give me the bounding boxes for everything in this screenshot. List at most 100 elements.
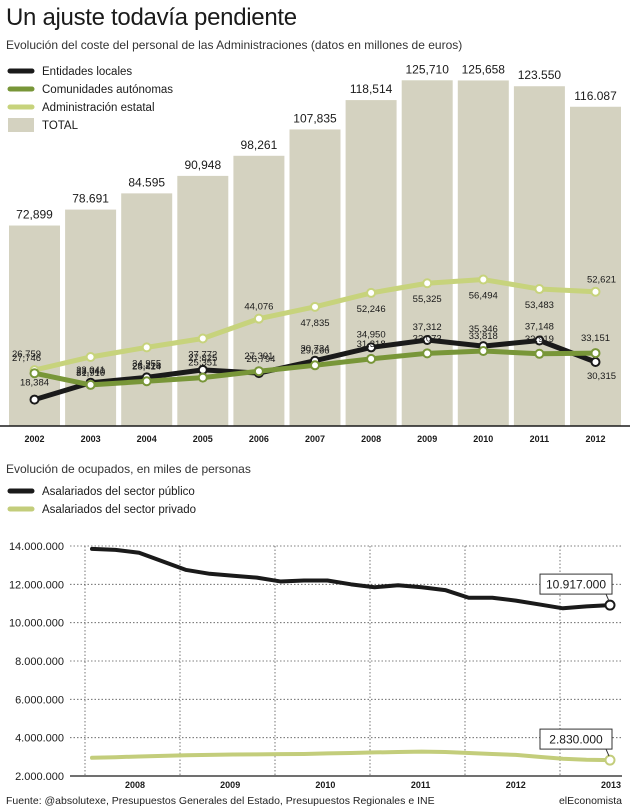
series-data-label: 47,835 (300, 318, 329, 329)
x-tick-label: 2002 (24, 434, 44, 444)
series-point (197, 333, 208, 344)
total-bar-label: 98,261 (241, 138, 278, 152)
x-tick-label: 2010 (473, 434, 493, 444)
x-tick-label: 2011 (530, 434, 550, 444)
series-data-label: 34,955 (132, 358, 161, 369)
series-data-label: 35,346 (469, 324, 498, 335)
series-data-label: 31,318 (357, 339, 386, 350)
series-point (85, 351, 96, 362)
series-point (141, 376, 152, 387)
total-bar-label: 78.691 (72, 192, 109, 206)
series-data-label: 31,910 (76, 368, 105, 379)
y-tick-label: 12.000.000 (9, 579, 64, 591)
series-end-point (604, 754, 616, 766)
total-bar-label: 107,835 (293, 111, 337, 125)
series-point (141, 342, 152, 353)
series-data-label: 44,076 (244, 302, 273, 313)
series-point (422, 334, 433, 345)
chart-subtitle: Evolución del coste del personal de las … (6, 38, 463, 52)
series-data-label: 37,312 (413, 322, 442, 333)
y-tick-label: 10.000.000 (9, 618, 64, 630)
employment-chart: Asalariados del sector público Asalariado… (7, 486, 622, 790)
legend-label: Comunidades autónomas (42, 84, 173, 96)
x-tick-label: 2009 (220, 780, 240, 790)
end-label-leader (605, 593, 610, 602)
total-bar (121, 193, 173, 426)
series-point (29, 394, 40, 405)
legend-label: Entidades locales (42, 66, 132, 78)
total-bar-label: 123.550 (518, 68, 562, 82)
series-data-label: 56,494 (469, 291, 498, 302)
series-data-label: 37,772 (188, 350, 217, 361)
series-point (534, 348, 545, 359)
series-data-label: 37,148 (525, 321, 554, 332)
legend-label: Asalariados del sector público (42, 486, 195, 498)
series-data-label: 33,073 (413, 333, 442, 344)
end-label-box (539, 573, 613, 595)
y-tick-label: 2.000.000 (15, 771, 64, 783)
series-data-label: 27,746 (12, 353, 41, 364)
y-tick-label: 4.000.000 (15, 733, 64, 745)
series-data-label: 27,391 (244, 351, 273, 362)
brand-label: elEconomista (558, 795, 622, 807)
employment-subtitle: Evolución de ocupados, en miles de perso… (6, 462, 251, 476)
total-bar (457, 80, 509, 427)
end-label: 10.917.000 (546, 578, 606, 592)
series-line (90, 749, 612, 763)
series-data-label: 25,424 (132, 361, 161, 372)
series-point (197, 372, 208, 383)
series-data-label: 27,825 (188, 353, 217, 364)
chart-title: Un ajuste todavía pendiente (6, 4, 297, 31)
series-point (534, 284, 545, 295)
series-data-label: 53,483 (525, 300, 554, 311)
series-end-point (604, 599, 616, 611)
x-tick-label: 2012 (585, 434, 605, 444)
total-bar-label: 116.087 (574, 89, 617, 103)
series-data-label: 52,246 (357, 304, 386, 315)
legend-label: Administración estatal (42, 102, 155, 114)
series-point (422, 348, 433, 359)
series-point (590, 357, 601, 368)
series-data-label: 30,315 (587, 371, 616, 382)
series-point (534, 335, 545, 346)
total-bar (570, 106, 621, 427)
series-point (478, 345, 489, 356)
series-point (310, 360, 320, 371)
y-tick-label: 8.000.000 (15, 656, 64, 668)
x-tick-label: 2007 (305, 434, 325, 444)
series-data-label: 26,759 (12, 349, 41, 360)
total-bar (289, 129, 341, 427)
legend-swatch (8, 118, 34, 132)
series-data-label: 23,740 (76, 367, 105, 378)
series-data-label: 32,919 (525, 334, 554, 345)
total-bar (513, 86, 565, 427)
x-tick-label: 2004 (137, 434, 157, 444)
legend-label: Asalariados del sector privado (42, 504, 196, 516)
series-point (310, 301, 320, 312)
series-data-label: 30,734 (300, 344, 329, 355)
x-tick-label: 2012 (506, 780, 526, 790)
x-tick-label: 2010 (315, 780, 335, 790)
series-point (590, 348, 601, 359)
x-tick-label: 2009 (417, 434, 437, 444)
series-point (366, 353, 377, 364)
x-tick-label: 2003 (81, 434, 101, 444)
end-label-box (539, 728, 613, 750)
series-point (85, 379, 96, 390)
legend-label: TOTAL (42, 120, 79, 132)
total-bar-label: 90,948 (184, 158, 221, 172)
series-data-label: 33,151 (581, 333, 610, 344)
x-tick-label: 2008 (361, 434, 381, 444)
total-bar-label: 72,899 (16, 208, 53, 222)
total-bar-label: 118,514 (350, 82, 393, 96)
x-tick-label: 2005 (193, 434, 213, 444)
total-bar-label: 125,710 (406, 62, 450, 76)
series-data-label: 55,325 (413, 294, 442, 305)
total-bar (177, 175, 229, 426)
series-point (478, 274, 489, 285)
series-data-label: 52,621 (587, 275, 616, 286)
x-tick-label: 2006 (249, 434, 269, 444)
x-tick-label: 2008 (125, 780, 145, 790)
series-point (366, 342, 377, 353)
series-data-label: 26,794 (246, 354, 275, 365)
